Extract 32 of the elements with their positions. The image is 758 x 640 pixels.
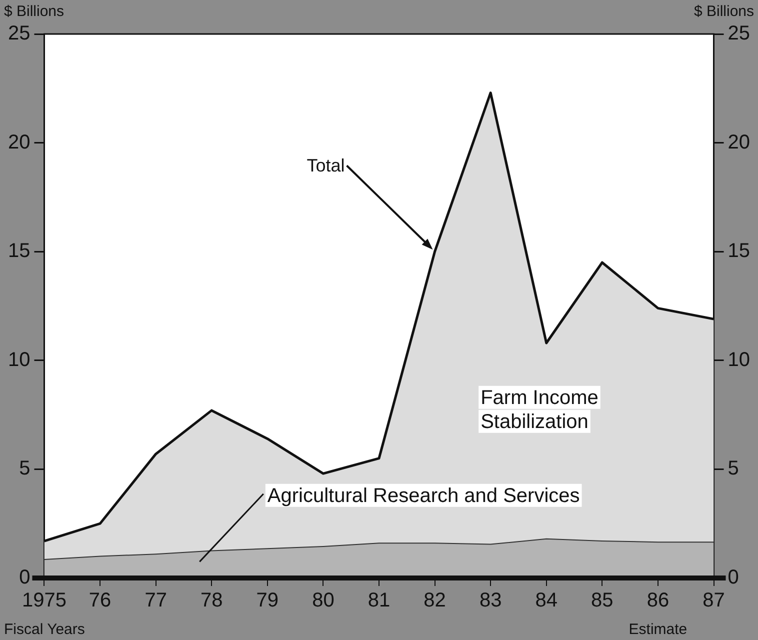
x-axis-title: Fiscal Years bbox=[4, 621, 85, 638]
annotation: Total bbox=[306, 156, 345, 176]
x-tick-label: 79 bbox=[256, 590, 279, 612]
y2-tick-label: 10 bbox=[728, 348, 750, 371]
y2-tick-label: 5 bbox=[728, 458, 739, 480]
x-tick-label: 87 bbox=[702, 590, 725, 612]
x-tick-label: 80 bbox=[312, 590, 334, 612]
y2-tick-label: 25 bbox=[728, 22, 750, 45]
y-tick-label: 10 bbox=[8, 348, 30, 371]
text: Estimate bbox=[628, 621, 688, 638]
y-tick-label: 20 bbox=[8, 131, 30, 154]
y2-axis-title: $ Billions bbox=[694, 3, 754, 20]
x-tick-label: 85 bbox=[591, 590, 614, 612]
y2-tick-label: 15 bbox=[728, 240, 750, 262]
x-tick-label: 84 bbox=[535, 590, 558, 612]
y2-tick-label: 20 bbox=[728, 131, 750, 154]
x-tick-label: 82 bbox=[424, 590, 446, 612]
y-tick-label: 25 bbox=[8, 22, 30, 45]
series-label: Farm Income Stabilization bbox=[480, 386, 598, 433]
y-tick-label: 0 bbox=[19, 566, 30, 589]
x-tick-label: 76 bbox=[88, 590, 112, 612]
x-tick-label: 1975 bbox=[22, 590, 66, 612]
x-tick-label: 86 bbox=[646, 590, 670, 612]
x-tick-label: 83 bbox=[479, 590, 502, 612]
x-tick-label: 77 bbox=[144, 590, 167, 612]
y-tick-label: 15 bbox=[8, 240, 30, 262]
x-tick-label: 78 bbox=[200, 590, 223, 612]
x-tick-label: 81 bbox=[368, 590, 390, 612]
y2-tick-label: 0 bbox=[728, 566, 739, 589]
series-label: Agricultural Research and Services bbox=[267, 484, 580, 507]
y-tick-label: 5 bbox=[19, 458, 30, 480]
y-axis-title: $ Billions bbox=[4, 3, 64, 20]
